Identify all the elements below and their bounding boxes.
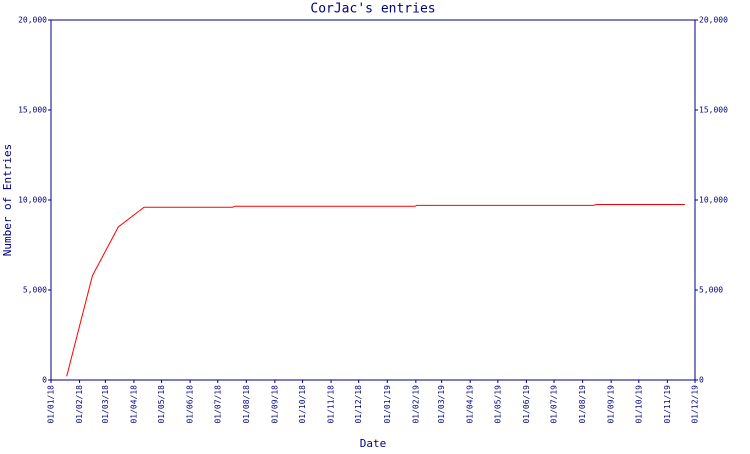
chart-title: CorJac's entries — [310, 2, 435, 17]
x-tick-label: 01/10/19 — [634, 385, 643, 424]
y2-tick-label: 20,000 — [699, 16, 728, 25]
x-tick-label: 01/03/18 — [101, 385, 110, 424]
y2-tick-label: 15,000 — [699, 106, 728, 115]
x-tick-label: 01/12/18 — [354, 385, 363, 424]
y-tick-label: 20,000 — [18, 16, 47, 25]
x-axis-label: Date — [360, 437, 387, 450]
x-tick-label: 01/08/18 — [242, 385, 251, 424]
x-tick-label: 01/09/18 — [270, 385, 279, 424]
x-tick-label: 01/08/19 — [578, 385, 587, 424]
y-axis-label: Number of Entries — [1, 144, 14, 257]
plot-frame — [50, 19, 696, 381]
x-tick-label: 01/04/19 — [466, 385, 475, 424]
x-tick-label: 01/05/19 — [493, 385, 502, 424]
x-tick-label: 01/01/18 — [47, 385, 56, 424]
y2-tick-label: 5,000 — [699, 286, 723, 295]
x-tick-label: 01/11/19 — [663, 385, 672, 424]
x-tick-label: 01/07/18 — [213, 385, 222, 424]
x-tick-label: 01/11/18 — [327, 385, 336, 424]
x-tick-label: 01/02/19 — [411, 385, 420, 424]
x-tick-label: 01/04/18 — [129, 385, 138, 424]
y-tick-label: 0 — [42, 376, 47, 385]
y-tick-label: 10,000 — [18, 196, 47, 205]
y-tick-label: 15,000 — [18, 106, 47, 115]
x-tick-label: 01/02/18 — [75, 385, 84, 424]
x-tick-label: 01/05/18 — [157, 385, 166, 424]
x-tick-label: 01/06/19 — [522, 385, 531, 424]
x-tick-label: 01/10/18 — [298, 385, 307, 424]
y2-tick-label: 10,000 — [699, 196, 728, 205]
x-tick-label: 01/07/19 — [550, 385, 559, 424]
data-line — [66, 204, 685, 377]
y2-tick-label: 0 — [699, 376, 704, 385]
x-tick-label: 01/09/19 — [607, 385, 616, 424]
x-tick-label: 01/01/19 — [383, 385, 392, 424]
x-tick-label: 01/03/19 — [437, 385, 446, 424]
y-tick-label: 5,000 — [23, 286, 47, 295]
x-tick-label: 01/12/19 — [691, 385, 700, 424]
x-tick-label: 01/06/18 — [186, 385, 195, 424]
